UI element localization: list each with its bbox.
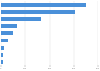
Bar	[1, 17, 41, 21]
Bar	[1, 3, 86, 7]
Bar	[1, 46, 4, 50]
Bar	[1, 53, 3, 57]
Bar	[1, 24, 17, 28]
Bar	[1, 38, 8, 42]
Bar	[1, 60, 3, 64]
Bar	[1, 10, 76, 14]
Bar	[1, 31, 13, 35]
